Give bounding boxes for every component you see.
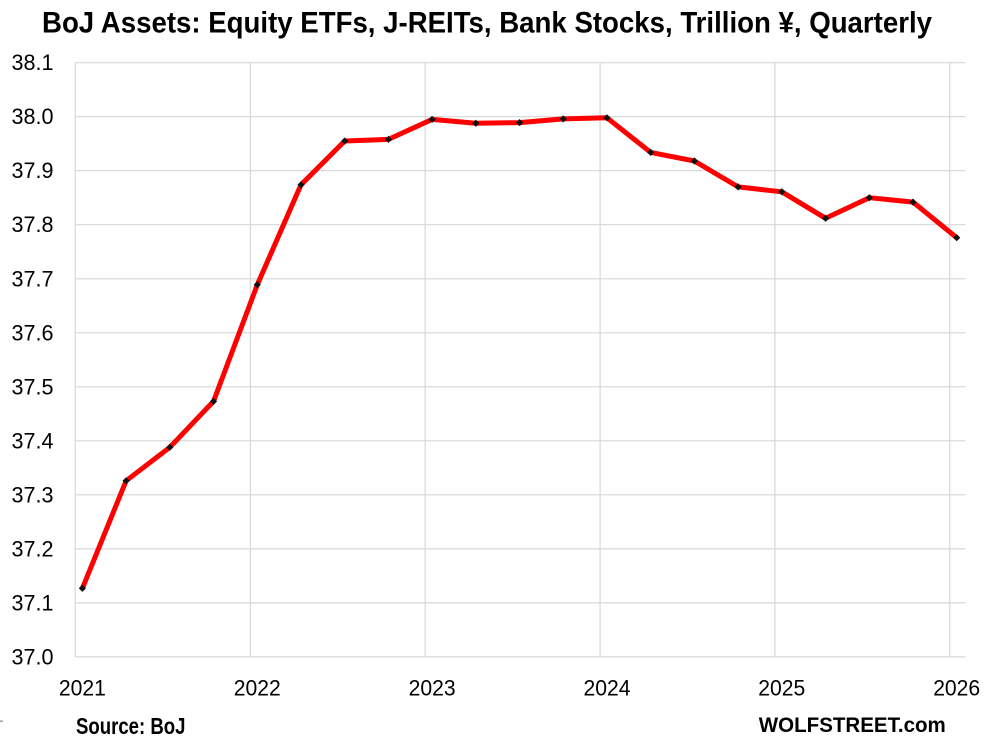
svg-text:2025: 2025 (758, 676, 805, 701)
svg-text:37.2: 37.2 (12, 536, 54, 561)
svg-text:37.7: 37.7 (12, 266, 54, 291)
svg-text:37.9: 37.9 (12, 158, 54, 183)
svg-text:2022: 2022 (234, 676, 281, 701)
svg-text:Source: BoJ: Source: BoJ (76, 713, 186, 739)
svg-text:37.6: 37.6 (12, 320, 54, 345)
svg-text:37.0: 37.0 (12, 644, 54, 669)
svg-text:37.5: 37.5 (12, 374, 54, 399)
svg-text:37.1: 37.1 (12, 590, 54, 615)
svg-text:2024: 2024 (584, 676, 631, 701)
svg-text:2023: 2023 (409, 676, 456, 701)
svg-text:37.4: 37.4 (12, 428, 54, 453)
svg-text:37.8: 37.8 (12, 212, 54, 237)
svg-text:37.3: 37.3 (12, 482, 54, 507)
svg-text:38.0: 38.0 (12, 104, 54, 129)
svg-text:2021: 2021 (59, 676, 106, 701)
svg-text:38.1: 38.1 (12, 50, 54, 75)
svg-text:BoJ Assets: Equity ETFs, J-REI: BoJ Assets: Equity ETFs, J-REITs, Bank S… (42, 7, 932, 40)
svg-text:2026: 2026 (933, 676, 980, 701)
svg-text:WOLFSTREET.com: WOLFSTREET.com (759, 713, 946, 737)
